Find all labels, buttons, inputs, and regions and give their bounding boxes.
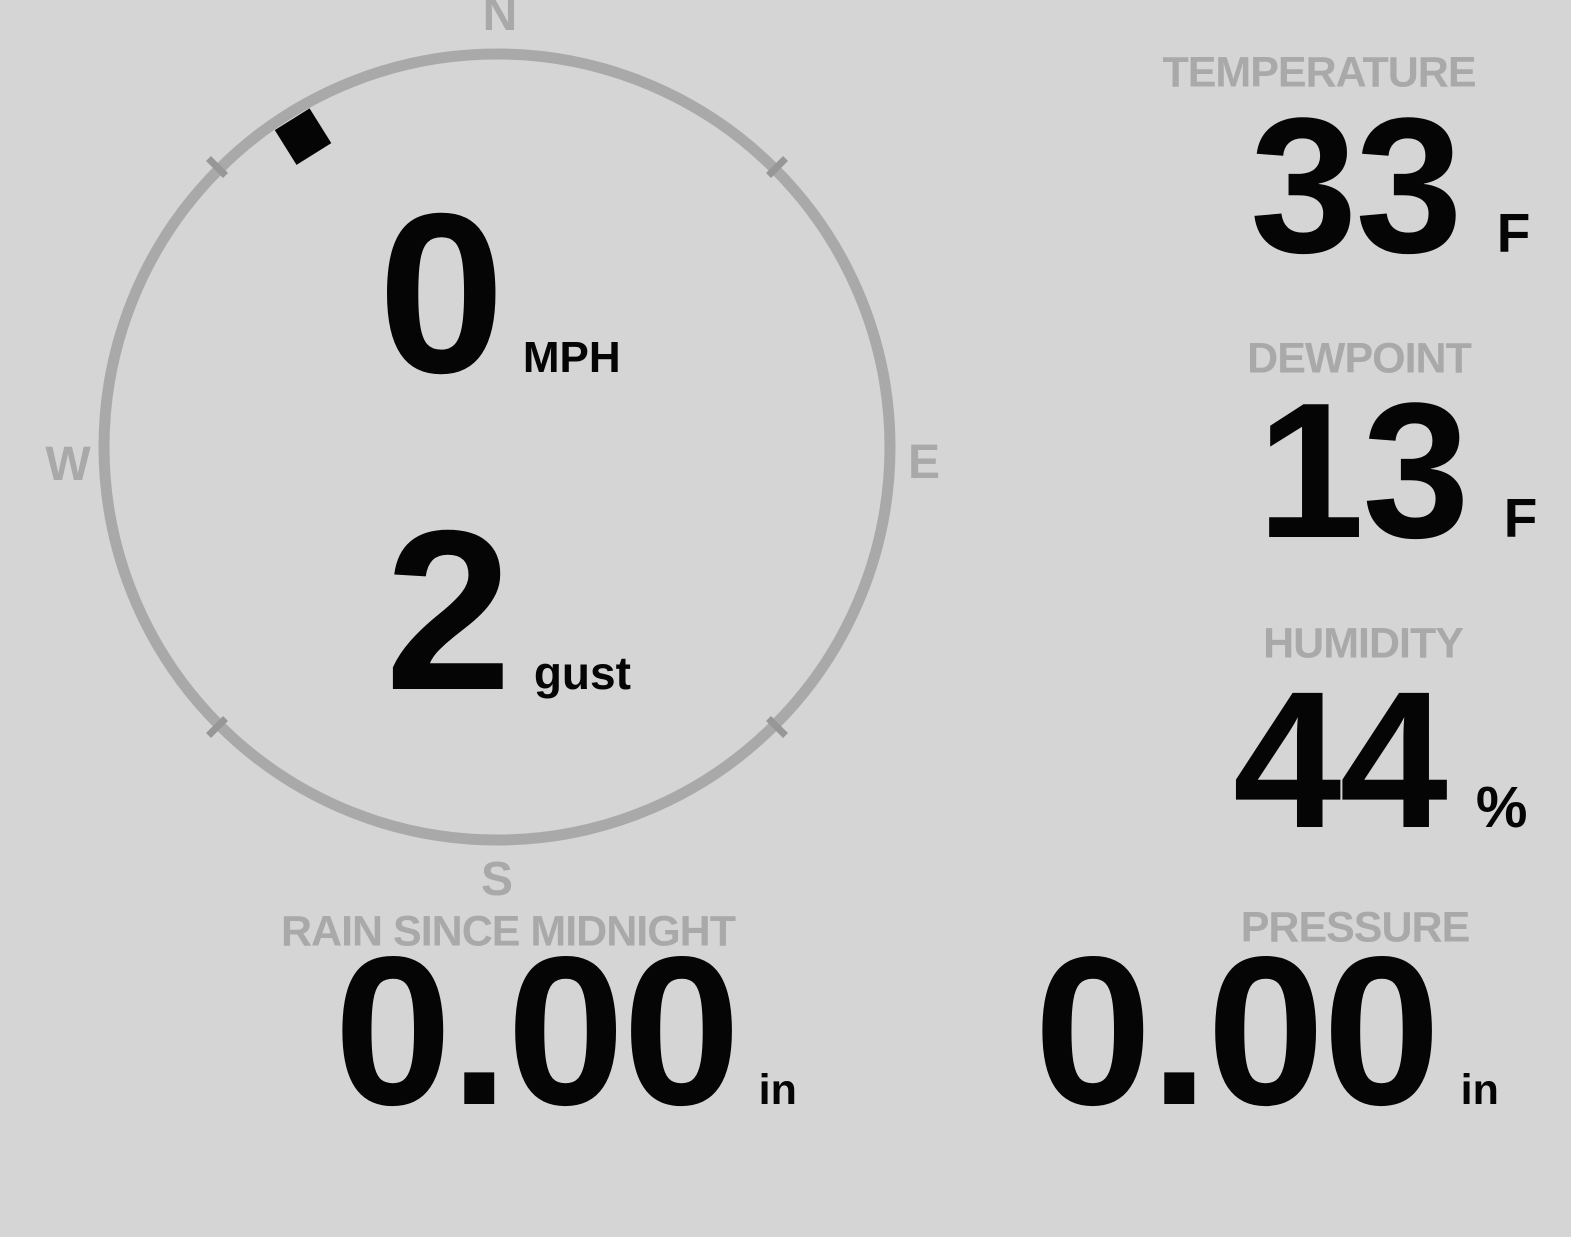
- humidity-unit: %: [1475, 775, 1528, 840]
- wind-speed-value: 0: [378, 167, 505, 421]
- temperature-value: 33: [1250, 77, 1463, 293]
- compass-label-north: N: [482, 0, 518, 41]
- compass-label-east: E: [907, 436, 941, 489]
- wind-speed-reading: 0 MPH: [378, 180, 621, 408]
- compass-tick-ne: [766, 156, 788, 178]
- humidity-value: 44: [1233, 651, 1448, 869]
- pressure-unit: in: [1460, 1066, 1499, 1114]
- rain-unit: in: [758, 1066, 797, 1114]
- temperature-reading: 33 F: [1250, 89, 1530, 282]
- pressure-value: 0.00: [1034, 912, 1441, 1149]
- pressure-reading: 0.00 in: [1034, 925, 1499, 1137]
- rain-reading: 0.00 in: [334, 925, 797, 1137]
- dewpoint-label: DEWPOINT: [1247, 334, 1472, 383]
- wind-direction-marker: [274, 108, 332, 165]
- dewpoint-unit: F: [1503, 487, 1538, 549]
- wind-speed-unit: MPH: [522, 333, 621, 382]
- compass-tick-se: [766, 716, 788, 738]
- compass-label-west: W: [45, 438, 91, 491]
- wind-gust-value: 2: [385, 484, 512, 738]
- compass-ring: [98, 48, 896, 846]
- rain-value: 0.00: [334, 912, 741, 1149]
- dewpoint-value: 13: [1257, 362, 1470, 578]
- pressure-label: PRESSURE: [1240, 903, 1471, 952]
- rain-label: RAIN SINCE MIDNIGHT: [281, 907, 736, 956]
- compass-label-south: S: [480, 853, 514, 906]
- humidity-reading: 44 %: [1233, 663, 1527, 858]
- dewpoint-reading: 13 F: [1257, 374, 1537, 567]
- wind-gust-reading: 2 gust: [385, 497, 631, 725]
- wind-compass-gauge: N E S W 0 MPH 2 gust: [0, 0, 1000, 920]
- compass-tick-sw: [206, 716, 228, 738]
- temperature-unit: F: [1496, 202, 1531, 264]
- compass-tick-nw: [206, 156, 228, 178]
- humidity-label: HUMIDITY: [1263, 619, 1464, 668]
- wind-gust-unit: gust: [533, 647, 631, 699]
- wind-compass-dial: [98, 48, 896, 846]
- temperature-label: TEMPERATURE: [1162, 48, 1476, 97]
